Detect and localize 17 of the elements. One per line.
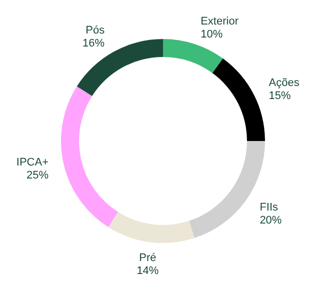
- data-label: 20%: [260, 214, 282, 226]
- data-label: 14%: [136, 264, 159, 277]
- data-label: 10%: [200, 28, 223, 40]
- data-label: 15%: [268, 90, 292, 102]
- donut-slice: [61, 86, 118, 228]
- donut-slice: [212, 58, 265, 141]
- data-label: 25%: [26, 170, 49, 182]
- slice-label: Exterior: [200, 15, 239, 28]
- donut-slice: [108, 212, 195, 243]
- donut-slice: [163, 39, 223, 74]
- slice-label: Pré: [139, 252, 156, 264]
- slice-label: Ações: [268, 77, 300, 90]
- donut-slice: [76, 39, 163, 96]
- data-label: 16%: [82, 38, 105, 50]
- slice-label: IPCA+: [16, 156, 49, 169]
- slice-label: Pós: [86, 24, 106, 37]
- slice-label: FIIs: [260, 201, 279, 214]
